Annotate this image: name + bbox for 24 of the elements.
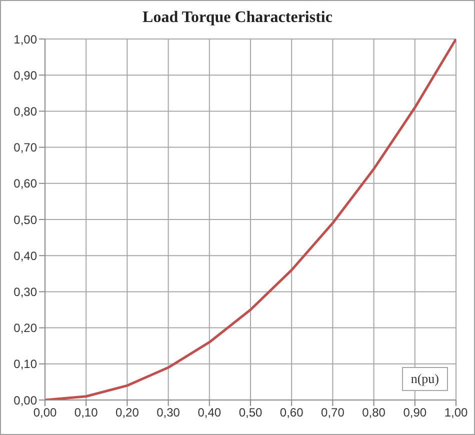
y-tick-label: 0,40 xyxy=(14,248,38,263)
x-tick-label: 0,80 xyxy=(362,406,386,420)
y-tick-label: 0,50 xyxy=(14,212,38,227)
x-tick-label: 0,40 xyxy=(198,406,222,420)
y-tick-label: 0,20 xyxy=(14,321,38,336)
x-tick-label: 0,50 xyxy=(238,406,262,420)
x-tick-label: 0,70 xyxy=(321,406,345,420)
x-tick-label: 1,00 xyxy=(444,406,468,420)
y-tick-label: 0,60 xyxy=(14,176,38,191)
x-tick-label: 0,20 xyxy=(116,406,140,420)
y-tick-label: 0,00 xyxy=(14,393,38,408)
y-tick-label: 0,90 xyxy=(14,68,38,82)
y-tick-label: 1,00 xyxy=(14,32,38,46)
x-tick-label: 0,10 xyxy=(74,406,98,420)
y-tick-label: 0,30 xyxy=(14,284,38,299)
y-tick-label: 0,70 xyxy=(14,140,38,155)
x-tick-label: 0,30 xyxy=(156,406,180,420)
x-tick-label: 0,90 xyxy=(403,406,427,420)
x-axis-title: n(pu) xyxy=(402,367,448,391)
y-tick-label: 0,80 xyxy=(14,104,38,118)
y-tick-label: 0,10 xyxy=(14,357,38,372)
chart-title: Load Torque Characteristic xyxy=(142,9,334,27)
x-tick-label: 0,60 xyxy=(280,406,304,420)
x-tick-label: 0,00 xyxy=(33,406,57,420)
